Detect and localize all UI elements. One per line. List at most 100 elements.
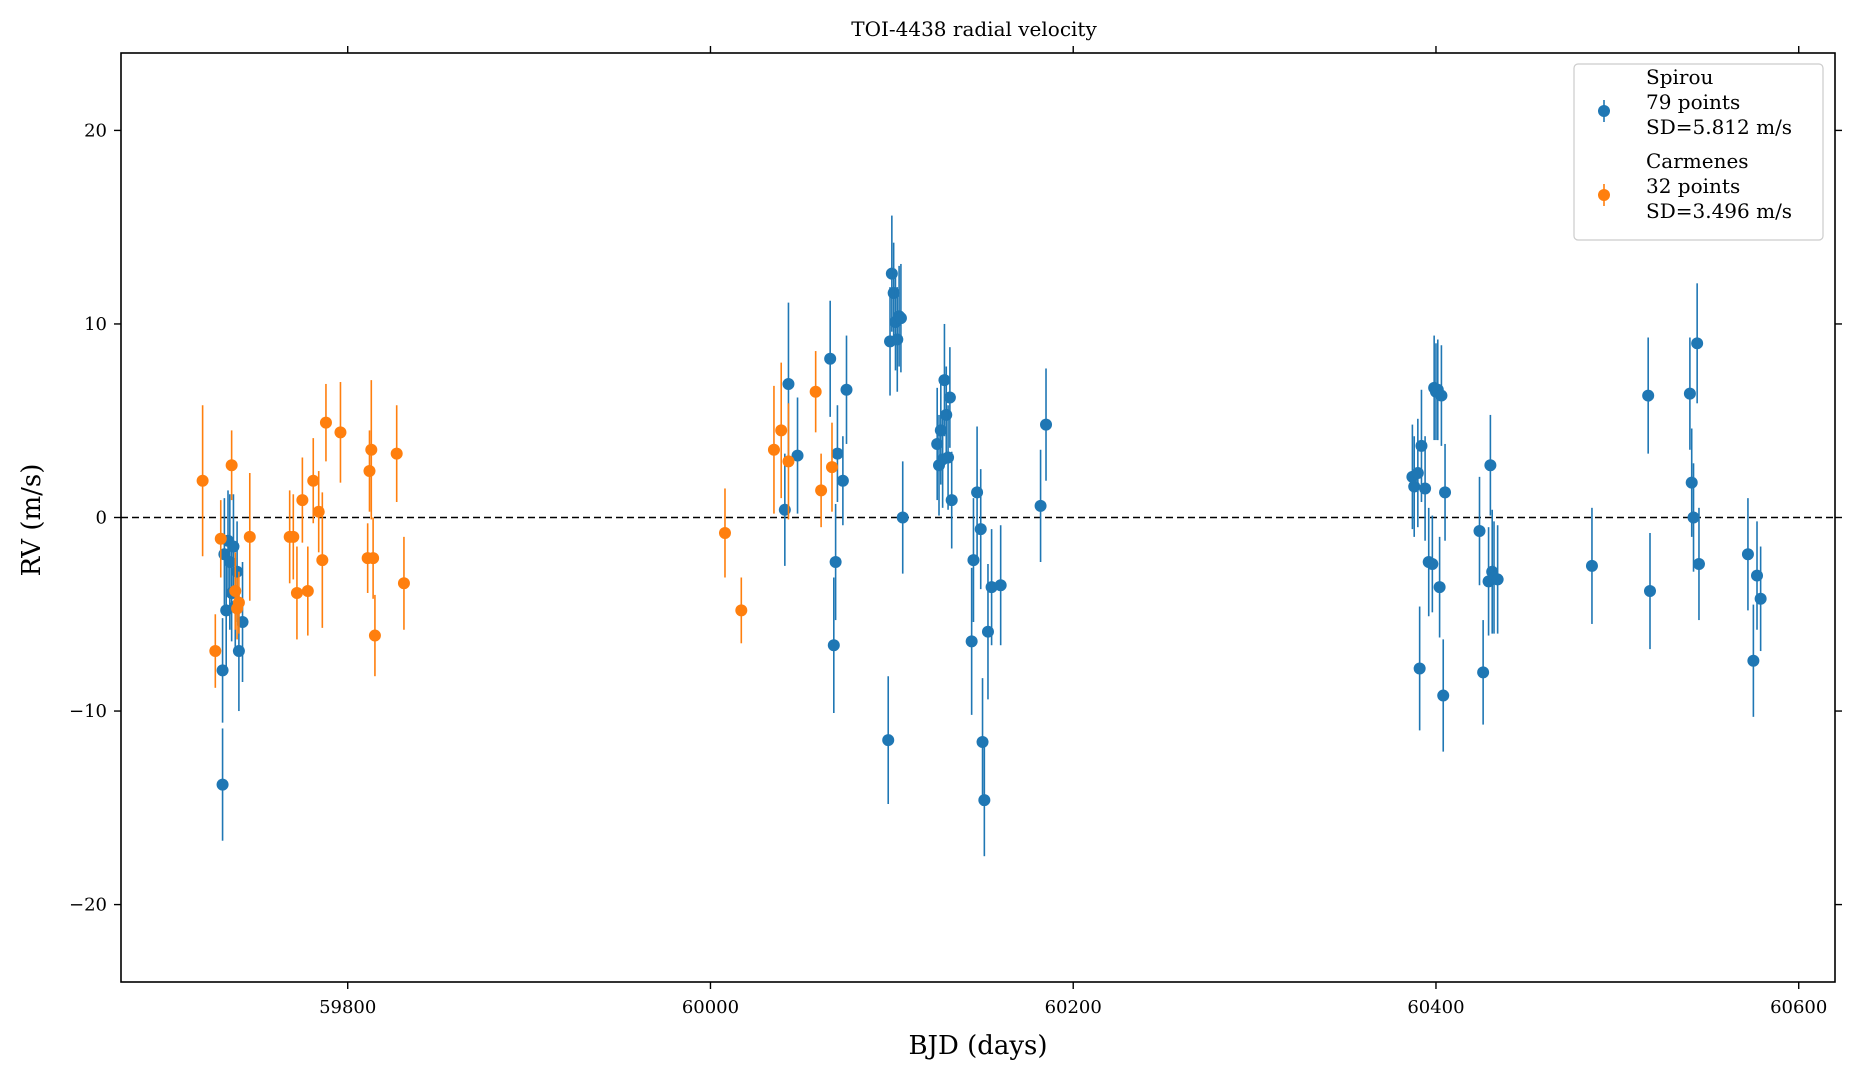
data-point <box>945 494 958 507</box>
data-point <box>1034 499 1047 512</box>
data-point <box>1642 389 1655 402</box>
data-point <box>397 577 410 590</box>
data-point <box>334 426 347 439</box>
data-point <box>1585 559 1598 572</box>
data-point <box>938 374 951 387</box>
legend-entry-line: Spirou <box>1646 65 1714 89</box>
x-tick-label: 60400 <box>1407 997 1464 1018</box>
y-tick-label: 20 <box>84 120 107 141</box>
legend-entry-line: SD=3.496 m/s <box>1646 199 1792 223</box>
x-tick-label: 60600 <box>1770 997 1827 1018</box>
data-point <box>1484 459 1497 472</box>
data-point <box>896 511 909 524</box>
data-point <box>831 447 844 460</box>
series-carmenes <box>196 351 838 688</box>
data-point <box>782 377 795 390</box>
y-tick-label: 0 <box>96 508 107 529</box>
data-point <box>1426 557 1439 570</box>
data-point <box>319 416 332 429</box>
y-tick-label: 10 <box>84 314 107 335</box>
series-layer <box>196 215 1767 857</box>
legend-entry-line: 32 points <box>1646 174 1740 198</box>
data-point <box>1691 337 1704 350</box>
data-point <box>367 552 380 565</box>
y-axis-label: RV (m/s) <box>17 464 47 577</box>
x-tick-label: 59800 <box>319 997 376 1018</box>
data-point <box>290 586 303 599</box>
data-point <box>209 645 222 658</box>
data-point <box>836 474 849 487</box>
data-point <box>1643 585 1656 598</box>
legend-entry-line: 79 points <box>1646 90 1740 114</box>
data-point <box>809 385 822 398</box>
data-point <box>985 581 998 594</box>
data-point <box>775 424 788 437</box>
data-point <box>316 554 329 567</box>
data-point <box>1435 389 1448 402</box>
data-point <box>974 523 987 536</box>
data-point <box>1687 511 1700 524</box>
data-point <box>390 447 403 460</box>
data-point <box>1741 548 1754 561</box>
chart-title: TOI-4438 radial velocity <box>851 17 1097 41</box>
data-point <box>718 526 731 539</box>
data-point <box>978 794 991 807</box>
data-point <box>994 579 1007 592</box>
data-point <box>1477 666 1490 679</box>
data-point <box>296 494 309 507</box>
data-point <box>791 449 804 462</box>
data-point <box>368 629 381 642</box>
data-point <box>825 461 838 474</box>
data-point <box>840 383 853 396</box>
data-point <box>307 474 320 487</box>
data-point <box>1473 525 1486 538</box>
y-tick-label: −20 <box>69 895 107 916</box>
data-point <box>943 391 956 404</box>
x-tick-label: 60200 <box>1045 997 1102 1018</box>
legend-box <box>1573 63 1824 241</box>
x-tick-label: 60000 <box>682 997 739 1018</box>
data-point <box>882 734 895 747</box>
data-point <box>365 443 378 456</box>
data-point <box>243 530 256 543</box>
data-point <box>1747 654 1760 667</box>
x-axis-label: BJD (days) <box>908 1031 1047 1061</box>
data-point <box>829 556 842 569</box>
data-point <box>1683 387 1696 400</box>
legend-marker <box>1598 105 1610 117</box>
data-point <box>1692 557 1705 570</box>
legend-entry-line: SD=5.812 m/s <box>1646 115 1792 139</box>
data-point <box>827 639 840 652</box>
data-point <box>363 465 376 478</box>
data-point <box>965 635 978 648</box>
y-tick-label: −10 <box>69 701 107 722</box>
data-point <box>232 596 245 609</box>
data-point <box>894 312 907 325</box>
data-point <box>225 459 238 472</box>
data-point <box>1419 482 1432 495</box>
data-point <box>301 585 314 598</box>
data-point <box>815 484 828 497</box>
data-point <box>1413 662 1426 675</box>
data-point <box>287 530 300 543</box>
data-point <box>1433 581 1446 594</box>
series-spirou <box>216 215 1767 857</box>
data-point <box>1685 476 1698 489</box>
axis-layer: 59800 60000 60200 60400 60600 −20 −10 0 10 20 <box>69 46 1842 1018</box>
data-point <box>214 532 227 545</box>
legend-entry-line: Carmenes <box>1646 149 1749 173</box>
data-point <box>976 736 989 749</box>
data-point <box>1439 486 1452 499</box>
data-point <box>1437 689 1450 702</box>
data-point <box>735 604 748 617</box>
legend-marker <box>1598 189 1610 201</box>
data-point <box>1040 418 1053 431</box>
data-point <box>216 778 229 791</box>
data-point <box>767 443 780 456</box>
data-point <box>782 455 795 468</box>
data-point <box>1754 592 1767 605</box>
data-point <box>231 565 244 578</box>
data-point <box>1491 573 1504 586</box>
